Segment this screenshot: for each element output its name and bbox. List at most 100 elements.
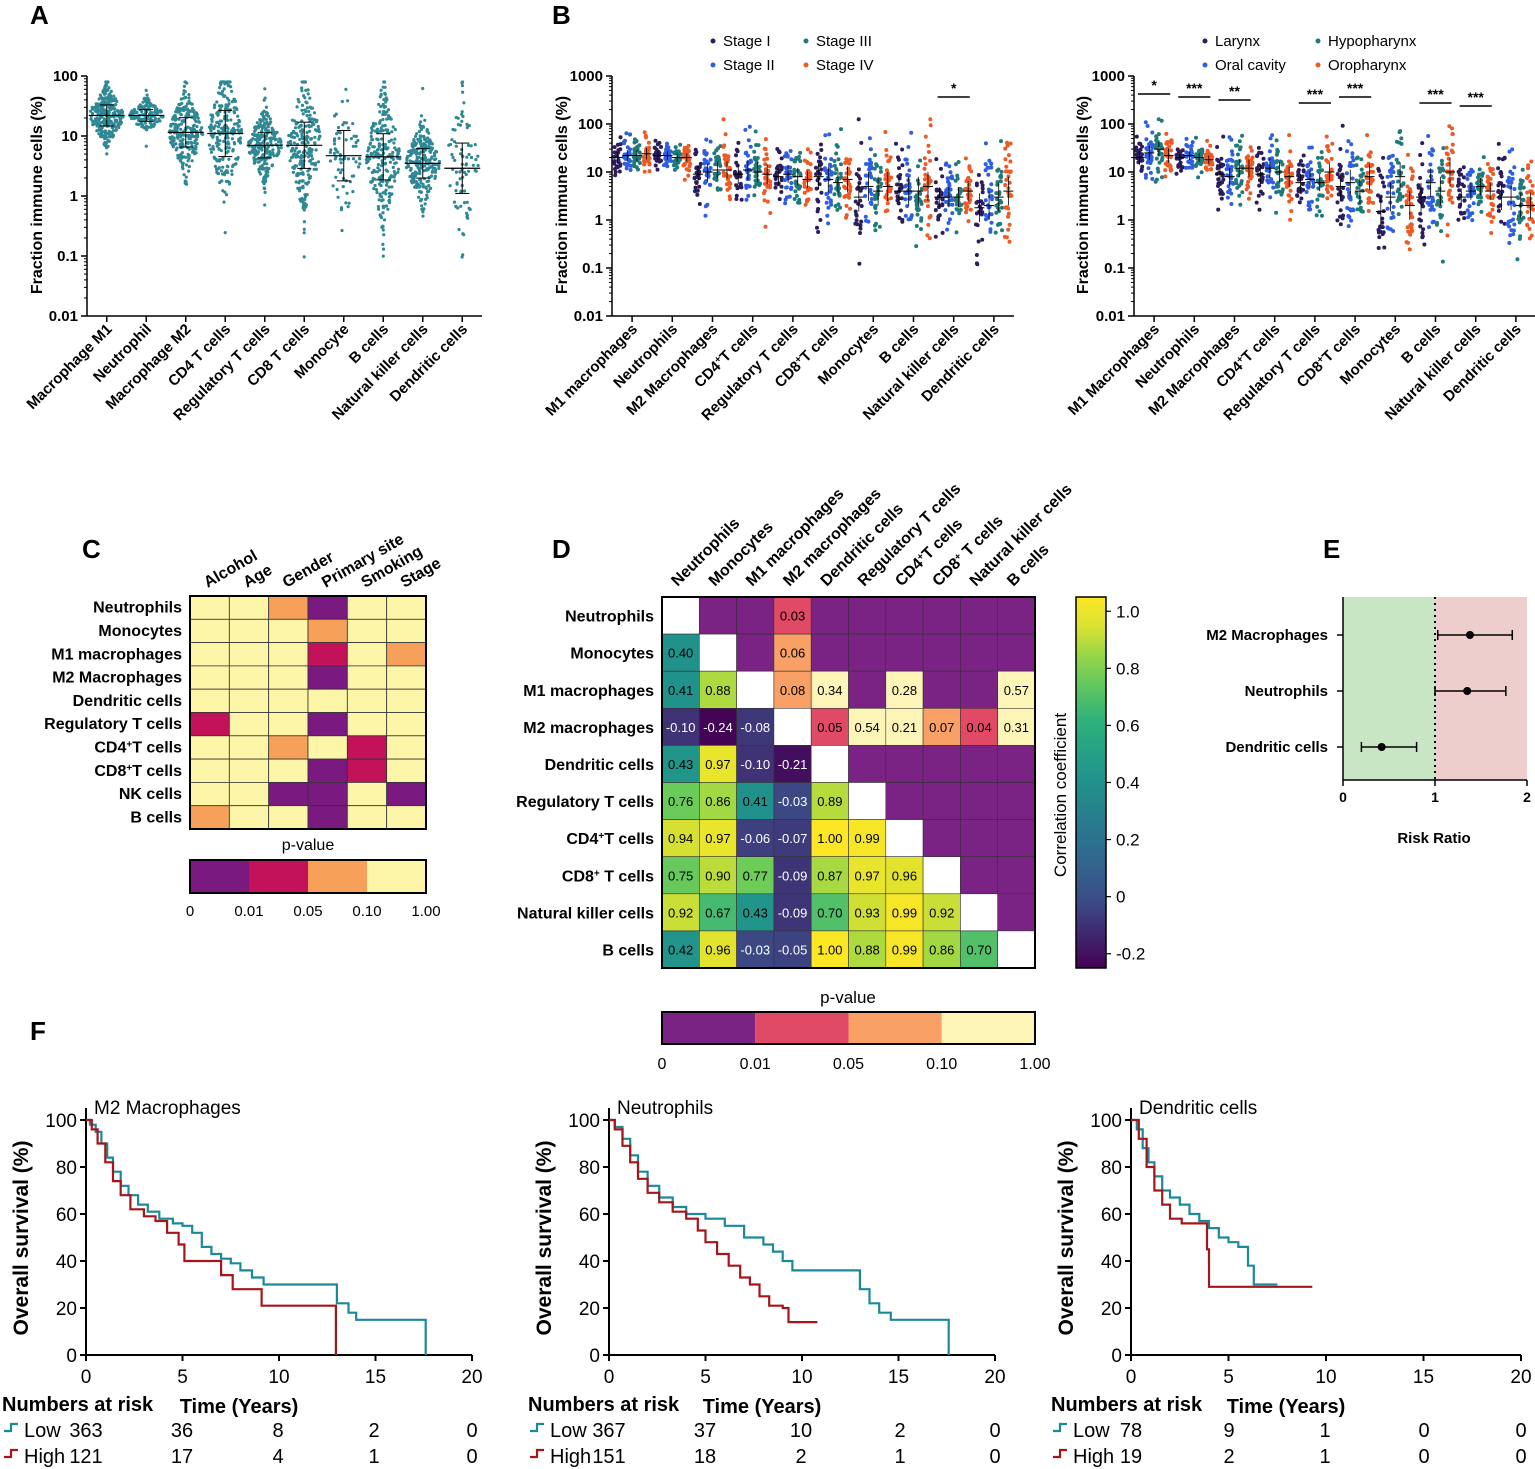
panel-a-point xyxy=(217,166,221,170)
panel-letter-e: E xyxy=(1323,534,1340,564)
panelB2-point xyxy=(1145,160,1150,165)
panelB-point xyxy=(762,189,767,193)
panel-a-point xyxy=(302,231,306,235)
panel-c-cell xyxy=(386,712,427,737)
panel-a-point xyxy=(426,158,431,162)
panel-a-point xyxy=(192,127,196,132)
panel-a-point xyxy=(99,121,103,125)
panel-a-point xyxy=(223,231,227,235)
panelB2-point xyxy=(1489,231,1494,235)
panel-a-point xyxy=(460,112,464,116)
panel-c-cell xyxy=(189,735,230,760)
panelB-point xyxy=(843,186,848,191)
panelB2-point xyxy=(1154,134,1159,139)
panel-a-point xyxy=(179,112,183,116)
panel-a-category-points xyxy=(328,87,362,233)
panel-d-corr-value: 0.94 xyxy=(668,831,693,846)
panel-a-point xyxy=(307,155,311,159)
panel-a-point xyxy=(296,171,300,175)
panel-a-ylabel: Fraction immune cells (%) xyxy=(29,96,46,294)
panel-a-point xyxy=(216,159,220,163)
panelB2-point xyxy=(1391,215,1396,220)
panelB-point xyxy=(974,200,979,205)
panel-a-point xyxy=(316,124,320,129)
panelB-point xyxy=(817,182,822,187)
panelB2-point xyxy=(1180,148,1185,153)
panel-a-point xyxy=(381,211,385,215)
panel-a-point xyxy=(305,130,309,135)
panelB2-point xyxy=(1490,207,1495,212)
panelB2-point xyxy=(1234,143,1238,148)
panel-d-pvalue-cell xyxy=(997,596,1036,635)
panel-a-point xyxy=(272,154,276,158)
panelB-point xyxy=(693,189,697,194)
panelB-point xyxy=(856,185,861,190)
panelB-point xyxy=(789,187,793,191)
panel-d-corr-value: -0.09 xyxy=(778,905,808,920)
panel-c-cell xyxy=(386,782,427,807)
panel-a-point xyxy=(371,124,375,128)
panel-a-point xyxy=(95,116,99,120)
panelB-point xyxy=(819,148,824,152)
panelB-point xyxy=(835,185,840,190)
panel-a-point xyxy=(467,124,471,128)
panel-c-cell xyxy=(189,595,230,620)
panelB2-point xyxy=(1391,205,1396,209)
panelB-point xyxy=(884,153,889,158)
panel-a-point xyxy=(226,126,230,131)
panel-a-point xyxy=(214,141,219,145)
panel-a-point xyxy=(370,170,374,175)
panel-d-corr-value: 0.97 xyxy=(854,868,879,883)
panelB-point xyxy=(948,170,953,175)
panelB2-point xyxy=(1512,187,1517,191)
panel-a-point xyxy=(339,208,343,212)
panel-a-point xyxy=(375,190,379,195)
panel-a-point xyxy=(302,227,306,231)
panelB2-point xyxy=(1507,241,1512,245)
panelB2-point xyxy=(1440,259,1445,264)
panelB-point xyxy=(637,161,642,165)
panelB2-point xyxy=(1395,198,1400,203)
panelB2-point xyxy=(1527,226,1532,231)
panel-a-point xyxy=(179,127,183,131)
panelB2-point xyxy=(1315,204,1320,209)
panel-a-point xyxy=(108,134,112,138)
panelB2-point xyxy=(1279,192,1284,197)
panelB-point xyxy=(923,162,928,167)
panel-a-point xyxy=(106,120,111,124)
panel-a-point xyxy=(200,126,204,130)
panel-a-point xyxy=(193,117,197,121)
panelB2-point xyxy=(1320,213,1324,218)
panel-a-point xyxy=(388,160,392,164)
panelB-point xyxy=(857,181,862,185)
panel-a-point xyxy=(431,169,435,173)
panel-a-point xyxy=(271,128,275,132)
panelB2-point xyxy=(1408,232,1413,237)
panelB2-point xyxy=(1307,203,1312,208)
panelB-point xyxy=(873,204,877,209)
panel-a-point xyxy=(182,120,186,124)
panelB-point xyxy=(738,183,743,188)
panelB2-point xyxy=(1410,174,1415,179)
panelB2-point xyxy=(1319,183,1324,188)
panel-a-point xyxy=(278,138,282,142)
panel-a-point xyxy=(419,120,423,124)
panelB-point xyxy=(617,169,622,174)
panelB-point xyxy=(926,222,931,227)
panel-a-point xyxy=(195,142,199,146)
panel-a-point xyxy=(397,156,401,160)
panel-a-point xyxy=(383,161,388,165)
panel-a-point xyxy=(378,110,382,114)
panel-a-point xyxy=(293,165,297,169)
panelB-point xyxy=(944,188,949,193)
panelB2-point xyxy=(1462,198,1467,203)
panelB2-point xyxy=(1194,135,1198,140)
panel-a-point xyxy=(433,170,438,174)
panelB-point xyxy=(940,174,945,179)
panelB-point xyxy=(755,156,760,160)
panelB-point xyxy=(753,163,758,168)
panelB2-point xyxy=(1139,168,1144,173)
panelB2-point xyxy=(1445,162,1450,167)
panel-a-point xyxy=(217,147,221,151)
panel-d-corr-value: 0.43 xyxy=(743,905,768,920)
